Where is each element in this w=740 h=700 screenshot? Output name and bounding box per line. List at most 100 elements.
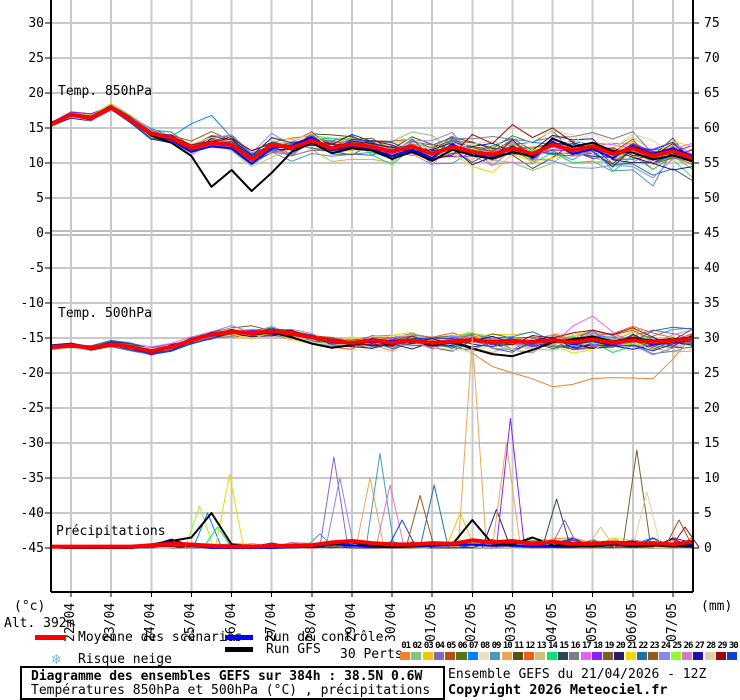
- panel-label-t850: Temp. 850hPa: [58, 84, 152, 99]
- perturbation-color-swatch: [648, 652, 659, 660]
- perturbation-color-swatch: [467, 652, 478, 660]
- altitude-label: Alt. 392m: [4, 616, 75, 631]
- perturbation-number: 29: [717, 641, 728, 651]
- precip-spike-line: [325, 477, 355, 548]
- precip-spike-line: [622, 449, 652, 548]
- precip-spike-line: [387, 519, 417, 548]
- right-tick-label: 25: [704, 366, 720, 381]
- perturbation-number: 25: [672, 641, 682, 651]
- precip-spike-line: [375, 484, 405, 548]
- left-tick-label: 30: [28, 16, 44, 31]
- right-tick-label: 45: [704, 226, 720, 241]
- perturbation-color-swatch: [727, 652, 738, 660]
- perturbation-number: 18: [593, 641, 603, 651]
- precip-spike-line: [405, 495, 435, 548]
- control-line-swatch: [225, 635, 253, 640]
- ensemble-member-line: [50, 107, 694, 171]
- perturbation-color-swatch: [557, 652, 569, 660]
- left-tick-label: -45: [21, 541, 44, 556]
- x-axis-date-label: 04/05: [544, 602, 560, 642]
- perturbation-color-swatch: [636, 652, 647, 660]
- perturbation-number: 30: [728, 641, 739, 651]
- perturbation-number: 28: [706, 641, 716, 651]
- x-axis-date-label: 03/05: [504, 602, 520, 642]
- diagram-title-box: Diagramme des ensembles GEFS sur 384h : …: [20, 666, 445, 700]
- right-tick-label: 60: [704, 121, 720, 136]
- precip-spike-line: [632, 491, 662, 548]
- right-tick-label: 15: [704, 436, 720, 451]
- ensemble-mean-line: [50, 105, 694, 162]
- perturbation-number: 09: [491, 641, 502, 651]
- snowflake-icon: ❄: [52, 650, 62, 668]
- left-tick-label: 20: [28, 86, 44, 101]
- right-tick-label: 20: [704, 401, 720, 416]
- perturbation-number: 27: [694, 641, 705, 651]
- left-tick-label: -25: [21, 401, 44, 416]
- left-tick-label: -20: [21, 366, 44, 381]
- perturbation-number: 06: [457, 641, 468, 651]
- right-tick-label: 30: [704, 331, 720, 346]
- left-tick-label: -10: [21, 296, 44, 311]
- right-tick-label: 35: [704, 296, 720, 311]
- perturbation-color-squares: [400, 652, 739, 660]
- right-tick-label: 40: [704, 261, 720, 276]
- perturbation-number: 10: [502, 641, 513, 651]
- perturbation-color-swatch: [445, 652, 456, 660]
- left-tick-label: -15: [21, 331, 44, 346]
- left-tick-label: 10: [28, 156, 44, 171]
- right-tick-label: 70: [704, 51, 720, 66]
- precip-spike-line: [495, 418, 525, 548]
- perturbation-legend: 01 02 03 04 05 06 07 08 09 10 11 12 13 14 15 16 17 18 19 20…: [400, 641, 739, 660]
- precip-spike-line: [670, 526, 700, 548]
- precip-spike-line: [457, 337, 487, 548]
- perturbation-number: 16: [570, 641, 581, 651]
- ensemble-member-line: [50, 106, 694, 182]
- right-tick-label: 10: [704, 471, 720, 486]
- perturbation-number: 04: [435, 641, 445, 651]
- panel-label-precip: Précipitations: [56, 524, 166, 539]
- perturbation-number: 02: [412, 641, 423, 651]
- left-tick-label: 5: [36, 191, 44, 206]
- left-tick-label: -35: [21, 471, 44, 486]
- perturbation-color-swatch: [501, 652, 512, 660]
- perturbation-number: 17: [581, 641, 592, 651]
- precip-spike-line: [542, 498, 572, 548]
- precip-spike-line: [192, 512, 222, 548]
- right-axis-unit: (mm): [701, 599, 733, 614]
- perturbation-number: 15: [559, 641, 569, 651]
- precip-spike-line: [550, 519, 580, 548]
- perturbation-number: 22: [638, 641, 648, 651]
- perturbation-color-swatch: [670, 652, 681, 660]
- perturbation-number: 20: [615, 641, 626, 651]
- legend-snow-label: Risque neige: [78, 652, 172, 667]
- precip-spike-line: [491, 442, 521, 548]
- left-tick-label: -30: [21, 436, 44, 451]
- perturbation-number: 01: [401, 641, 411, 651]
- precip-spike-line: [481, 509, 511, 548]
- panel-label-t500: Temp. 500hPa: [58, 306, 152, 321]
- legend-control-label: Run de contrôle: [266, 630, 384, 645]
- perturbation-color-swatch: [456, 652, 467, 660]
- precip-spike-line: [586, 526, 616, 548]
- perturbation-numbers: 01 02 03 04 05 06 07 08 09 10 11 12 13 14 15 16 17 18 19 20…: [400, 641, 739, 651]
- perturbation-color-swatch: [659, 652, 670, 660]
- x-axis-date-label: 06/05: [624, 602, 640, 642]
- perturbation-color-swatch: [693, 652, 704, 660]
- x-axis-date-label: 30/04: [384, 602, 400, 642]
- perturbation-color-swatch: [715, 652, 726, 660]
- perturbation-number: 13: [536, 641, 547, 651]
- left-tick-label: 15: [28, 121, 44, 136]
- perturbation-color-swatch: [546, 652, 557, 660]
- ensemble-mean-line: [51, 538, 694, 549]
- left-tick-label: 25: [28, 51, 44, 66]
- right-tick-label: 50: [704, 191, 720, 206]
- left-tick-label: -5: [28, 261, 44, 276]
- precip-spike-line: [664, 519, 694, 548]
- perturbation-color-swatch: [422, 652, 433, 660]
- credits-block: Ensemble GEFS du 21/04/2026 - 12Z Copyri…: [448, 667, 706, 699]
- perturbation-color-swatch: [603, 652, 614, 660]
- diagram-subtitle: Températures 850hPa et 500hPa (°C) , pré…: [31, 683, 431, 700]
- perturbation-color-swatch: [591, 652, 602, 660]
- x-axis-date-label: 05/05: [584, 602, 600, 642]
